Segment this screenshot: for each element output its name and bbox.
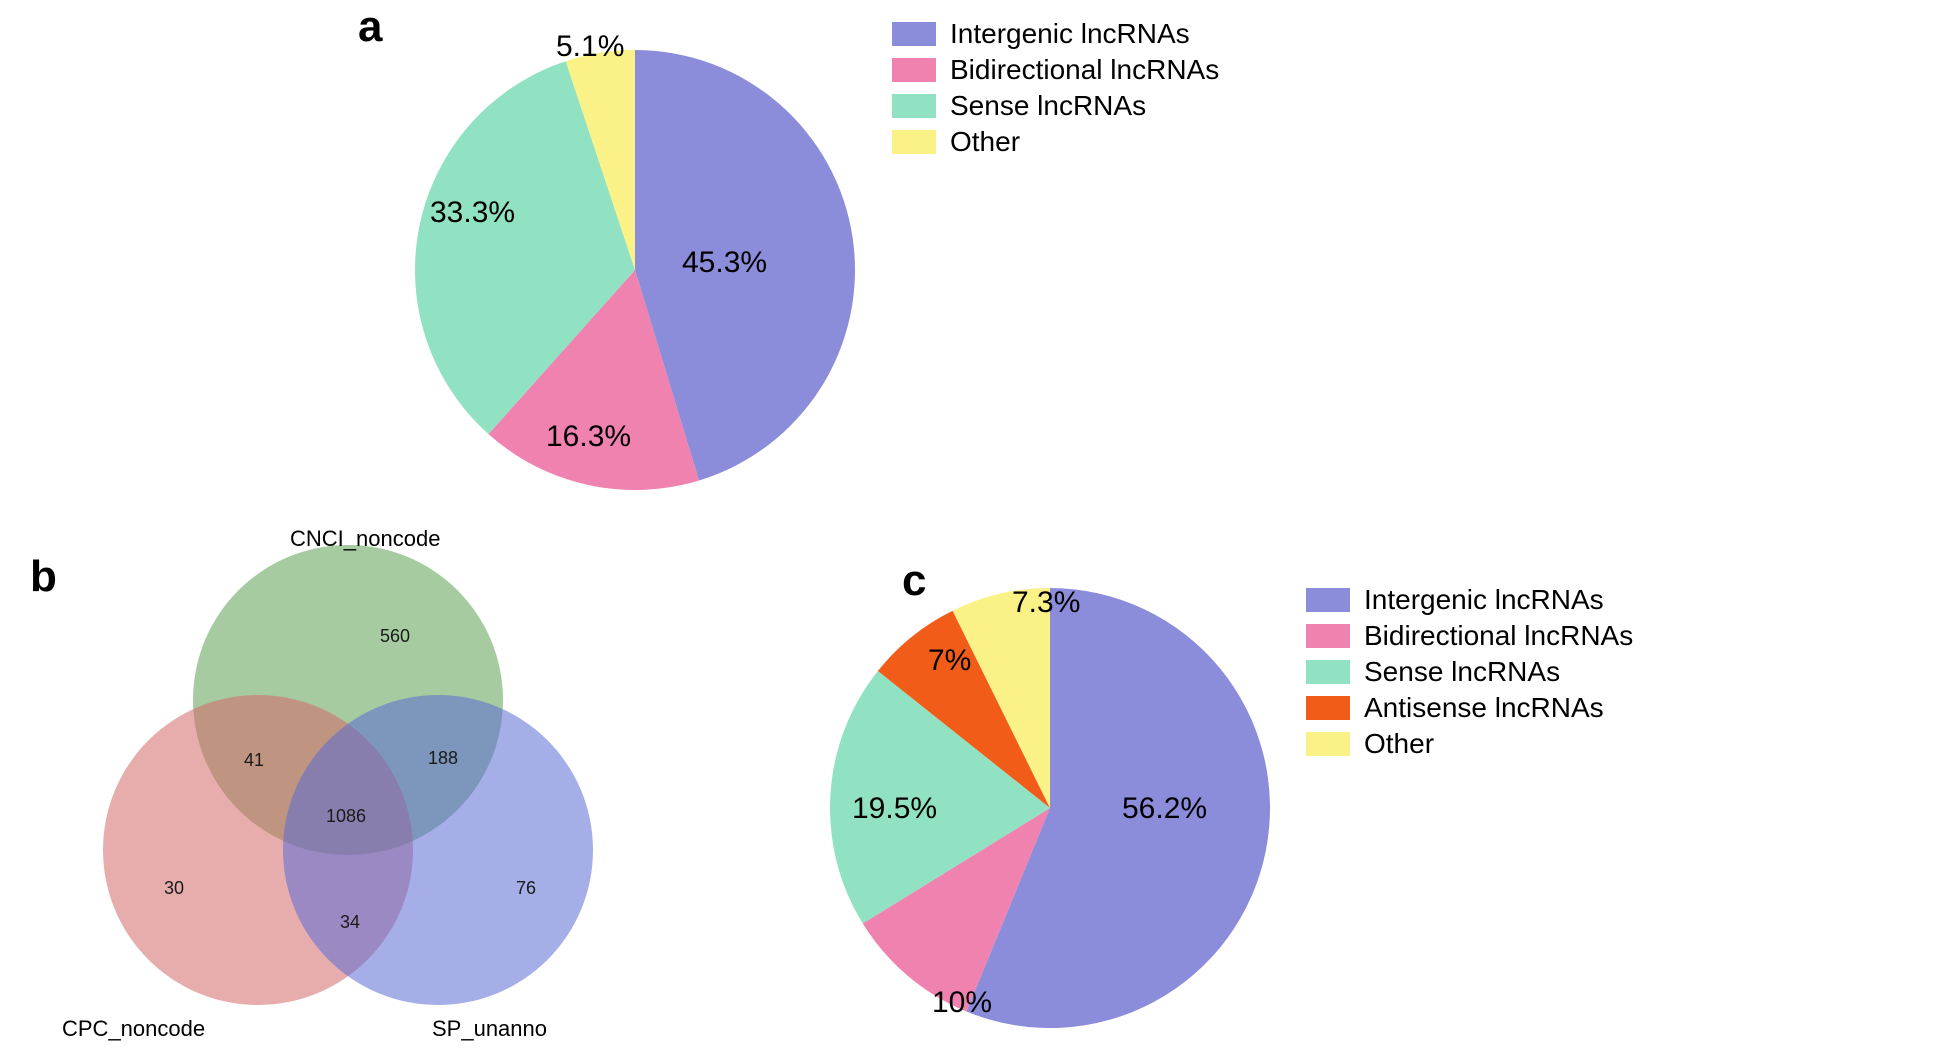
pie-c-label-sense: 19.5% — [852, 792, 937, 826]
pie-c-label-antisense: 7% — [928, 644, 971, 678]
legend-row: Other — [1306, 728, 1633, 760]
pie-c-label-other: 7.3% — [1012, 586, 1080, 620]
venn-num-ABC: 1086 — [326, 806, 366, 827]
legend-row: Sense lncRNAs — [1306, 656, 1633, 688]
legend-swatch — [1306, 624, 1350, 648]
legend-text: Intergenic lncRNAs — [1364, 584, 1604, 616]
legend-row: Intergenic lncRNAs — [892, 18, 1219, 50]
legend-swatch — [1306, 732, 1350, 756]
pie-c-label-intergenic: 56.2% — [1122, 792, 1207, 826]
pie-c-label-bidirectional: 10% — [932, 986, 992, 1020]
legend-swatch — [1306, 588, 1350, 612]
legend-swatch — [1306, 660, 1350, 684]
venn-circle — [283, 695, 593, 1005]
venn-num-AB: 41 — [244, 750, 264, 771]
venn-num-AC: 188 — [428, 748, 458, 769]
legend-row: Intergenic lncRNAs — [1306, 584, 1633, 616]
pie-c-legend: Intergenic lncRNAs Bidirectional lncRNAs… — [1306, 584, 1633, 764]
legend-swatch — [892, 130, 936, 154]
legend-swatch — [892, 58, 936, 82]
legend-swatch — [1306, 696, 1350, 720]
legend-row: Bidirectional lncRNAs — [1306, 620, 1633, 652]
legend-text: Bidirectional lncRNAs — [1364, 620, 1633, 652]
legend-swatch — [892, 22, 936, 46]
legend-text: Other — [950, 126, 1020, 158]
venn-num-onlyC: 76 — [516, 878, 536, 899]
legend-text: Intergenic lncRNAs — [950, 18, 1190, 50]
legend-text: Bidirectional lncRNAs — [950, 54, 1219, 86]
venn-num-onlyA: 560 — [380, 626, 410, 647]
legend-text: Antisense lncRNAs — [1364, 692, 1604, 724]
legend-row: Bidirectional lncRNAs — [892, 54, 1219, 86]
pie-a-legend: Intergenic lncRNAs Bidirectional lncRNAs… — [892, 18, 1219, 162]
legend-text: Other — [1364, 728, 1434, 760]
venn-set-label-cnci: CNCI_noncode — [290, 526, 440, 552]
legend-row: Other — [892, 126, 1219, 158]
legend-text: Sense lncRNAs — [950, 90, 1146, 122]
legend-swatch — [892, 94, 936, 118]
legend-text: Sense lncRNAs — [1364, 656, 1560, 688]
legend-row: Antisense lncRNAs — [1306, 692, 1633, 724]
legend-row: Sense lncRNAs — [892, 90, 1219, 122]
venn-num-onlyB: 30 — [164, 878, 184, 899]
venn-set-label-sp: SP_unanno — [432, 1016, 547, 1042]
venn-num-BC: 34 — [340, 912, 360, 933]
venn-set-label-cpc: CPC_noncode — [62, 1016, 205, 1042]
